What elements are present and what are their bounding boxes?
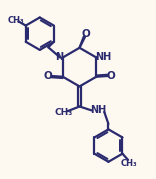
Text: O: O [81,29,90,39]
Text: CH₃: CH₃ [121,159,137,168]
Text: CH₃: CH₃ [7,16,24,25]
Text: CH₃: CH₃ [54,108,72,117]
Text: O: O [44,71,52,81]
Text: NH: NH [95,52,111,62]
Text: N: N [55,52,63,62]
Text: O: O [107,71,116,81]
Text: NH: NH [90,105,107,115]
